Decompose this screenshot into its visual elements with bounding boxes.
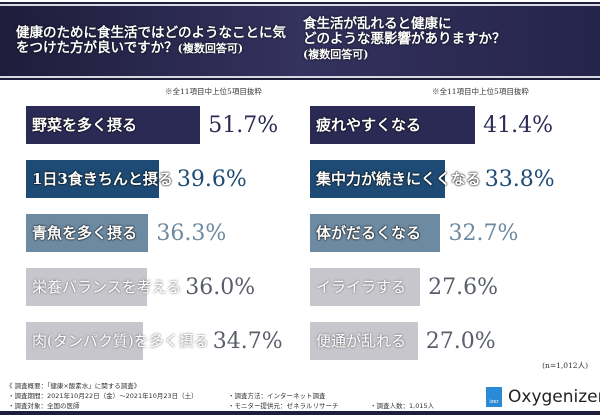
value-label: 32.7% bbox=[448, 221, 519, 246]
survey-title: 《 調査概要：「健康×酸素水」に関する調査》 bbox=[6, 382, 141, 390]
value-label: 51.7% bbox=[208, 113, 279, 138]
right-note: ※全11項目中上位5項目抜粋 bbox=[432, 87, 529, 96]
value-label: 36.3% bbox=[156, 221, 227, 246]
bar bbox=[310, 160, 445, 198]
value-label: 41.4% bbox=[483, 113, 554, 138]
bar-label: 栄養バランスを考える bbox=[32, 278, 182, 296]
bar-label: 肉(タンパク質)を多く摂る bbox=[32, 332, 209, 350]
left-note: ※全11項目中上位5項目抜粋 bbox=[165, 87, 262, 96]
bar bbox=[310, 214, 441, 252]
survey-method: ・調査方法：インターネット調査 bbox=[228, 392, 326, 400]
header: 健康のために食生活ではどのようなことに気をつけた方が良いですか？(複数回答可) … bbox=[0, 0, 600, 84]
bar-label: 便通が乱れる bbox=[316, 332, 407, 350]
sample-size: (n=1,012人) bbox=[542, 361, 588, 370]
bar-label: 集中力が続きにくくなる bbox=[316, 170, 481, 188]
bar bbox=[310, 268, 421, 306]
survey-provider: ・モニター提供元：ゼネラルリサーチ bbox=[228, 402, 339, 410]
survey-target: ・調査対象：全国の医師 bbox=[8, 402, 80, 410]
value-label: 39.6% bbox=[176, 167, 247, 192]
survey-count: ・調査人数：1,015人 bbox=[370, 402, 435, 410]
value-label: 27.6% bbox=[428, 275, 498, 300]
izer-logo: izer bbox=[486, 387, 502, 407]
bar bbox=[26, 214, 149, 252]
oxygenizer-logo: Oxygenizer bbox=[508, 387, 600, 407]
bar bbox=[26, 160, 160, 198]
header-band bbox=[0, 2, 600, 80]
bar-label: 青魚を多く摂る bbox=[32, 224, 138, 242]
left-question: 健康のために食生活ではどのようなことに気をつけた方が良いですか？(複数回答可) bbox=[16, 25, 286, 56]
right-question: 食生活が乱れると健康に どのような悪影響がありますか？ (複数回答可) bbox=[303, 16, 506, 62]
bar-label: 疲れやすくなる bbox=[316, 116, 422, 134]
value-label: 27.0% bbox=[425, 329, 496, 354]
value-label: 33.8% bbox=[484, 167, 555, 192]
bar-label: 野菜を多く摂る bbox=[32, 116, 138, 134]
bar bbox=[26, 322, 143, 360]
bottom-line bbox=[0, 411, 600, 415]
bar-label: 体がだるくなる bbox=[316, 224, 422, 242]
bar bbox=[310, 322, 418, 360]
bar bbox=[26, 268, 148, 306]
bar-label: 1日3食きちんと摂る bbox=[32, 170, 173, 188]
value-label: 36.0% bbox=[185, 275, 256, 300]
value-label: 34.7% bbox=[212, 329, 283, 354]
bar bbox=[26, 106, 201, 144]
survey-period: ・調査期間：2021年10月22日（金）～2021年10月23日（土） bbox=[8, 392, 198, 400]
bar bbox=[310, 106, 476, 144]
bar-label: イライラする bbox=[316, 278, 407, 296]
